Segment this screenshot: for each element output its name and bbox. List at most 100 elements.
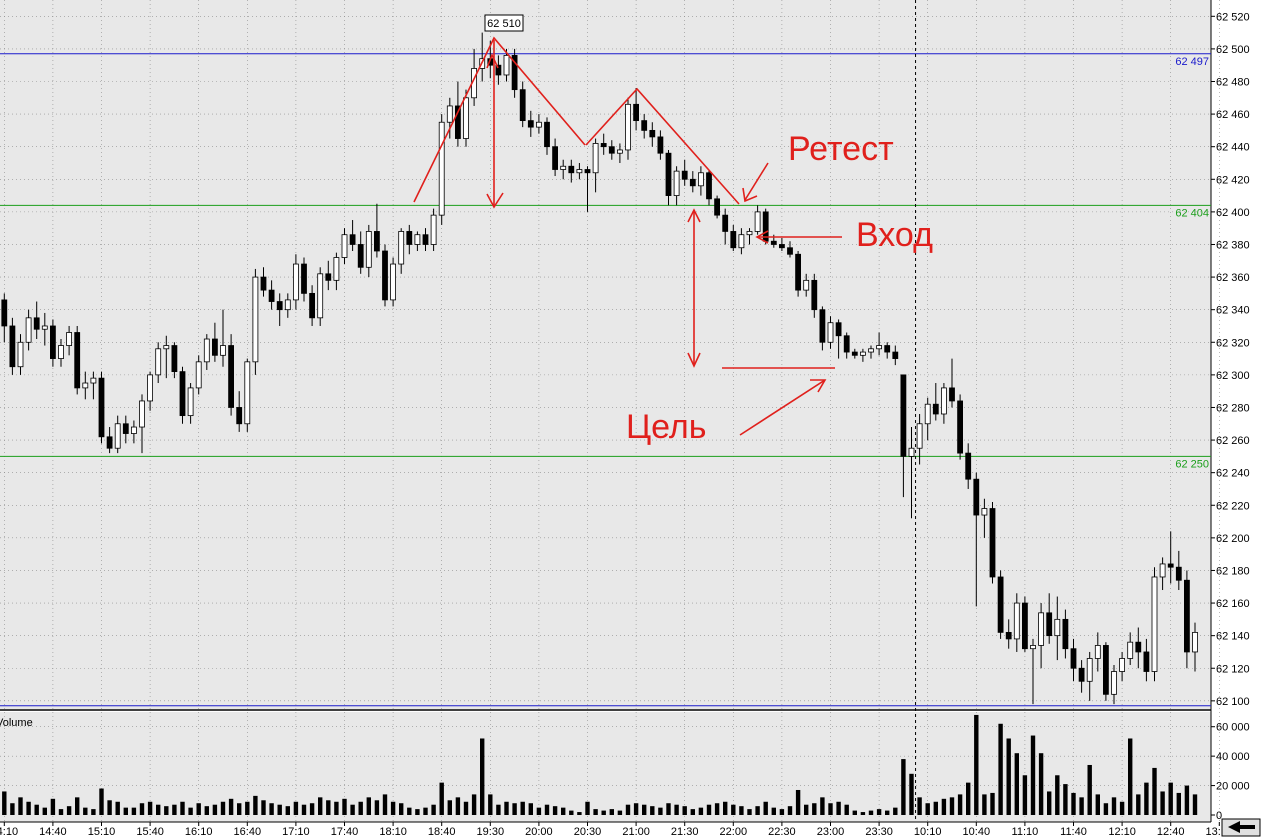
- candle: [924, 397, 931, 441]
- time-tick-label: 11:40: [1060, 826, 1087, 838]
- candle-body-bull: [390, 263, 397, 301]
- candle-body-bear: [1143, 651, 1150, 672]
- volume-bar: [1006, 738, 1011, 815]
- candle-body-bull: [438, 121, 445, 216]
- scroll-button[interactable]: [1221, 818, 1261, 837]
- volume-bar: [868, 810, 874, 815]
- volume-bar: [682, 806, 687, 815]
- candle: [211, 322, 218, 362]
- candle-body-bear: [1046, 612, 1053, 637]
- candle: [1143, 638, 1150, 682]
- candle: [139, 394, 145, 454]
- candle-body-bear: [268, 289, 275, 302]
- candle: [689, 171, 696, 193]
- volume-bar: [674, 804, 679, 815]
- candle-body-bull: [195, 361, 202, 389]
- candle: [33, 301, 40, 340]
- drop-arrow-1-head: [486, 192, 504, 209]
- candle-body-bull: [746, 231, 753, 236]
- time-tick-label: 17:40: [331, 826, 359, 838]
- candle-body-bull: [941, 387, 947, 415]
- red-annotations: [413, 36, 842, 436]
- target-arrow-head: [810, 379, 827, 393]
- candle: [1119, 651, 1125, 682]
- volume-bar: [293, 801, 299, 815]
- time-tick-label: 21:30: [671, 826, 699, 838]
- volume-bar: [261, 800, 266, 815]
- volume-bar: [982, 794, 987, 815]
- candle: [130, 420, 137, 444]
- volume-bar: [601, 810, 606, 815]
- volume-bar: [990, 792, 995, 815]
- candle: [252, 268, 259, 375]
- candle: [900, 374, 907, 498]
- candle-body-bull: [187, 387, 194, 417]
- candle-body-bull: [430, 214, 437, 245]
- candle-body-bear: [722, 214, 729, 232]
- candle-body-bear: [325, 273, 332, 281]
- candle: [787, 241, 793, 258]
- candle-body-bull: [25, 317, 32, 343]
- volume-label: Volume: [0, 717, 33, 729]
- time-tick-label: 22:00: [720, 826, 748, 838]
- time-tick-label: 11:10: [1012, 826, 1039, 838]
- candle-body-bear: [122, 423, 129, 434]
- price-tick-label: 62 160: [1216, 598, 1250, 610]
- price-tick-label: 62 520: [1216, 11, 1250, 23]
- candle: [66, 325, 72, 356]
- volume-tick-label: 40 000: [1216, 751, 1250, 763]
- candle-body-bull: [592, 143, 599, 174]
- candle: [495, 55, 502, 85]
- candle-body-bear: [1005, 631, 1012, 640]
- candle-body-bear: [641, 120, 648, 131]
- candle: [1013, 593, 1020, 652]
- candle: [762, 208, 769, 245]
- candle-body-bear: [422, 234, 429, 245]
- retest-arrow-head: [742, 187, 758, 203]
- candle: [1054, 596, 1061, 661]
- candle: [90, 371, 97, 400]
- candle-body-bear: [1062, 618, 1069, 650]
- volume-bar: [447, 800, 452, 815]
- candle: [203, 334, 210, 370]
- volume-bar: [957, 794, 963, 815]
- price-tick-label: 62 400: [1216, 207, 1250, 219]
- volume-bar: [1192, 794, 1198, 815]
- grid: [0, 0, 1220, 822]
- candle-body-bear: [851, 351, 858, 356]
- volume-bar: [1168, 782, 1173, 815]
- volume-bar: [1176, 792, 1181, 815]
- candle-body-bull: [1030, 645, 1036, 650]
- candle: [438, 114, 445, 225]
- candle-body-bull: [625, 103, 631, 151]
- candle: [511, 48, 518, 98]
- volume-bar: [836, 801, 841, 815]
- candle: [657, 130, 664, 160]
- peak-callout: 62 510: [484, 14, 524, 32]
- volume-bar: [139, 803, 145, 815]
- volume-bar: [933, 801, 938, 815]
- candle-body-bull: [284, 299, 291, 311]
- candle: [50, 319, 56, 367]
- candle: [519, 81, 526, 128]
- volume-bar: [844, 804, 849, 815]
- peak-callout-label: 62 510: [487, 18, 521, 30]
- candle-body-bull: [576, 169, 583, 174]
- volume-bar: [75, 797, 80, 815]
- candle: [155, 342, 162, 384]
- candle: [284, 293, 291, 318]
- candle-body-bear: [1103, 645, 1109, 695]
- volume-bar: [1144, 782, 1149, 815]
- candle-body-bull: [924, 403, 931, 425]
- candle-body-bear: [997, 576, 1004, 633]
- candle-body-bear: [843, 335, 850, 353]
- price-tick-label: 62 420: [1216, 174, 1250, 186]
- volume-bar: [455, 797, 461, 815]
- volume-bar: [828, 803, 833, 815]
- volume-bar: [277, 804, 282, 815]
- candle: [876, 332, 882, 356]
- volume-bar: [941, 798, 947, 815]
- volume-bar: [91, 809, 96, 815]
- candle-body-bear: [973, 478, 980, 516]
- candle: [957, 394, 963, 460]
